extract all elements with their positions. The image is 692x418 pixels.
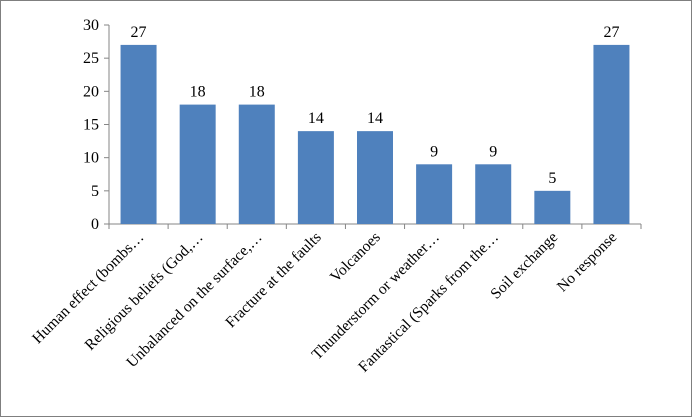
data-label: 27 <box>131 24 147 41</box>
y-tick-label: 25 <box>83 50 99 67</box>
category-label: No response <box>554 229 621 296</box>
category-label: Volcanoes <box>327 229 384 286</box>
y-tick-label: 5 <box>91 183 99 200</box>
category-label: Human effect (bombs… <box>29 229 147 347</box>
data-label: 27 <box>603 24 619 41</box>
bar <box>357 131 393 224</box>
data-label: 18 <box>190 84 206 101</box>
data-label: 18 <box>249 84 265 101</box>
y-tick-label: 10 <box>83 150 99 167</box>
bar <box>534 190 571 224</box>
y-axis-ticks: 0 5 10 15 20 25 30 <box>83 17 642 233</box>
data-label: 9 <box>430 143 438 160</box>
bars <box>120 44 630 225</box>
bar <box>238 104 275 224</box>
data-label: 14 <box>308 110 324 127</box>
y-tick-label: 0 <box>91 216 99 233</box>
bar <box>416 164 453 224</box>
category-labels: Human effect (bombs…Religious beliefs (G… <box>29 229 620 376</box>
bar <box>297 131 334 224</box>
y-tick-label: 20 <box>83 83 99 100</box>
data-label: 5 <box>548 170 556 187</box>
y-tick-label: 30 <box>83 17 99 34</box>
data-labels: 27 18 18 14 14 9 9 5 27 <box>131 24 620 187</box>
bar <box>179 104 216 224</box>
data-label: 14 <box>367 110 383 127</box>
bar <box>475 164 512 224</box>
bar <box>120 44 157 225</box>
bar <box>593 44 630 225</box>
category-label: Religious beliefs (God,… <box>82 229 207 354</box>
y-tick-label: 15 <box>83 117 99 134</box>
data-label: 9 <box>489 143 497 160</box>
